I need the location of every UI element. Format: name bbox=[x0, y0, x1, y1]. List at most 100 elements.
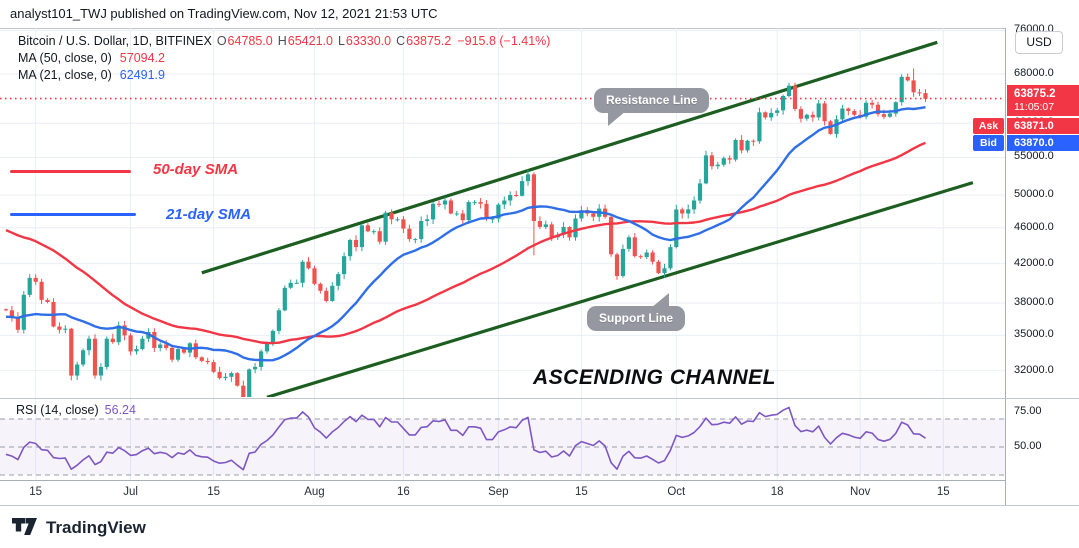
time-axis-label: Sep bbox=[488, 486, 509, 498]
price-axis-label: 38000.0 bbox=[1014, 295, 1054, 308]
candle-body bbox=[205, 360, 210, 363]
candle-body bbox=[253, 366, 258, 370]
close-value: 63875.2 bbox=[406, 34, 452, 48]
candle-body bbox=[193, 343, 198, 358]
candle-body bbox=[484, 203, 489, 219]
candle-body bbox=[721, 158, 726, 165]
candle-body bbox=[472, 202, 477, 204]
change-value: −915.8 (−1.41%) bbox=[457, 34, 551, 48]
low-label: L bbox=[337, 34, 345, 48]
ma21-line[interactable] bbox=[5, 106, 926, 362]
candle-body bbox=[264, 343, 270, 352]
time-axis-label: 16 bbox=[397, 486, 410, 498]
high-label: H bbox=[277, 34, 287, 48]
ask-chip: Ask bbox=[973, 118, 1004, 134]
last-price-value: 63875.2 bbox=[1014, 88, 1056, 100]
candle-body bbox=[792, 85, 798, 109]
candle-body bbox=[276, 310, 281, 331]
resistance-callout: Resistance Line bbox=[594, 88, 710, 126]
candle-body bbox=[15, 316, 20, 330]
candle-body bbox=[632, 237, 637, 257]
candle-body bbox=[674, 209, 679, 248]
candle-body bbox=[490, 218, 495, 220]
candle-body bbox=[864, 102, 869, 117]
price-axis-label: 68000.0 bbox=[1014, 67, 1054, 79]
price-axis[interactable]: USD 63875.2 11:05:07 63871.0 63870.0 760… bbox=[1005, 23, 1079, 505]
candle-body bbox=[223, 376, 228, 379]
candle-body bbox=[620, 248, 625, 276]
sma21-annotation: 21-day SMA bbox=[166, 206, 252, 223]
time-axis[interactable]: 15 Jul 15 Aug 16 Sep 15 Oct 18 Nov 15 bbox=[0, 480, 1005, 506]
candle-body bbox=[733, 140, 738, 160]
price-axis-label: 32000.0 bbox=[1014, 363, 1054, 376]
candle-body bbox=[306, 261, 311, 269]
rsi-value: 56.24 bbox=[104, 403, 136, 417]
candle-body bbox=[769, 112, 774, 118]
candle-body bbox=[508, 195, 513, 201]
candle-body bbox=[324, 290, 329, 301]
candle-body bbox=[757, 112, 762, 142]
candle-body bbox=[211, 362, 216, 372]
ma50-legend-row[interactable]: MA (50, close, 0) 57094.2 bbox=[18, 50, 550, 67]
candle-body bbox=[383, 212, 388, 242]
candle-body bbox=[804, 114, 809, 119]
high-value: 65421.0 bbox=[287, 34, 333, 48]
candle-body bbox=[466, 202, 471, 221]
support-trendline[interactable] bbox=[266, 181, 974, 398]
time-axis-label: 18 bbox=[770, 486, 784, 498]
candle-body bbox=[448, 200, 453, 214]
sma50-marker-line bbox=[10, 170, 131, 173]
candle-body bbox=[348, 240, 353, 257]
candle-body bbox=[591, 213, 596, 217]
currency-button[interactable]: USD bbox=[1015, 31, 1063, 54]
candle-body bbox=[899, 76, 904, 103]
candle-body bbox=[496, 204, 501, 219]
candle-body bbox=[436, 203, 442, 205]
candle-body bbox=[840, 108, 845, 120]
candle-body bbox=[419, 221, 424, 240]
chart-legend[interactable]: Bitcoin / U.S. Dollar, 1D, BITFINEX O6478… bbox=[18, 33, 550, 84]
bid-chip: Bid bbox=[973, 135, 1004, 151]
candle-body bbox=[235, 373, 240, 386]
candle-body bbox=[98, 366, 103, 376]
panel-divider[interactable] bbox=[0, 398, 1079, 399]
candle-body bbox=[786, 85, 792, 96]
candle-body bbox=[875, 104, 881, 115]
candle-body bbox=[525, 174, 531, 182]
rsi-pane bbox=[0, 406, 1005, 476]
candle-body bbox=[377, 231, 382, 242]
candle-body bbox=[609, 216, 614, 255]
candle-body bbox=[502, 200, 507, 205]
ma50-line[interactable] bbox=[5, 141, 926, 345]
candle-body bbox=[697, 183, 703, 201]
ma21-label: MA (21, close, 0) bbox=[18, 68, 112, 82]
candle-body bbox=[75, 364, 80, 376]
candle-body bbox=[3, 309, 9, 311]
time-axis-label: 15 bbox=[29, 486, 43, 498]
rsi-legend[interactable]: RSI (14, close) 56.24 bbox=[16, 403, 136, 417]
resistance-trendline[interactable] bbox=[201, 40, 938, 275]
candle-body bbox=[45, 299, 50, 302]
symbol-legend-row[interactable]: Bitcoin / U.S. Dollar, 1D, BITFINEX O6478… bbox=[18, 33, 550, 50]
candle-body bbox=[680, 209, 685, 214]
candle-body bbox=[116, 325, 121, 343]
candle-body bbox=[537, 221, 542, 227]
rsi-label: RSI (14, close) bbox=[16, 403, 99, 417]
candle-body bbox=[312, 268, 317, 284]
candle-body bbox=[887, 113, 892, 117]
bid-price-badge: 63870.0 bbox=[1007, 135, 1079, 151]
candle-body bbox=[911, 80, 916, 93]
candle-body bbox=[852, 111, 857, 115]
last-price-badge: 63875.2 11:05:07 bbox=[1007, 85, 1079, 116]
candle-body bbox=[561, 227, 566, 235]
channel-title: ASCENDING CHANNEL bbox=[533, 366, 777, 389]
ma21-legend-row[interactable]: MA (21, close, 0) 62491.9 bbox=[18, 67, 550, 84]
chart-canvas[interactable] bbox=[0, 28, 1005, 480]
candle-body bbox=[359, 225, 364, 248]
tradingview-logo-icon bbox=[12, 517, 37, 535]
candle-body bbox=[122, 325, 127, 336]
candle-body bbox=[834, 119, 839, 134]
ma50-value: 57094.2 bbox=[119, 51, 165, 65]
candle-body bbox=[81, 350, 86, 365]
candle-body bbox=[514, 195, 519, 196]
